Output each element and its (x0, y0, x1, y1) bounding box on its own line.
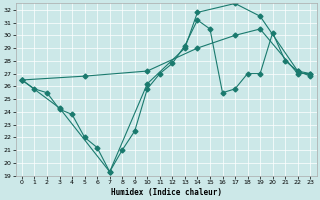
X-axis label: Humidex (Indice chaleur): Humidex (Indice chaleur) (111, 188, 221, 197)
